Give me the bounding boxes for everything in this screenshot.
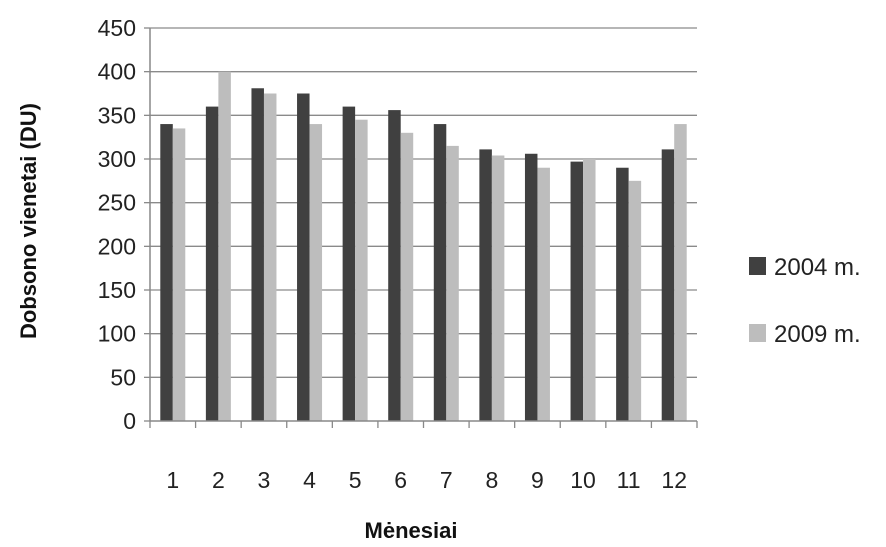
y-tick-label: 150: [98, 277, 136, 303]
y-tick-label: 250: [98, 190, 136, 216]
legend-label: 2004 m.: [774, 254, 861, 281]
y-axis-title: Dobsono vienetai (DU): [16, 103, 41, 339]
bar-series1: [342, 106, 356, 421]
x-axis-ticks: [149, 421, 698, 428]
x-tick-labels: 1 2 3 4 5 6 7 8 9 10 11 12: [166, 467, 687, 493]
x-tick-label: 5: [349, 467, 362, 493]
bar-series2: [355, 119, 368, 421]
bar-series1: [570, 161, 584, 421]
x-tick-label: 9: [531, 467, 544, 493]
bar-series1: [616, 167, 629, 421]
bar-series2: [400, 132, 414, 422]
bar-series1: [388, 110, 401, 422]
x-tick-label: 2: [212, 467, 225, 493]
bar-series1: [160, 124, 173, 422]
x-tick-label: 4: [303, 467, 316, 493]
bar-series1: [524, 153, 538, 421]
x-tick-label: 12: [661, 467, 687, 493]
bar-series2: [537, 167, 550, 421]
y-tick-label: 300: [98, 146, 136, 172]
legend-swatch: [749, 324, 766, 342]
bar-series2: [309, 124, 323, 422]
x-tick-label: 1: [166, 467, 179, 493]
bar-series2: [628, 180, 642, 421]
bar-series2: [491, 155, 505, 422]
legend-label: 2009 m.: [774, 321, 861, 348]
bar-series2: [446, 145, 459, 421]
bar-series2: [172, 128, 186, 421]
bar-series1: [205, 106, 219, 421]
x-tick-label: 7: [440, 467, 453, 493]
bar-series2: [218, 71, 231, 422]
gridlines: [150, 27, 697, 378]
bar-series1: [661, 149, 675, 422]
y-tick-label: 50: [110, 364, 136, 390]
y-tick-label: 0: [123, 408, 136, 434]
bar-series1: [297, 93, 310, 421]
x-tick-label: 6: [394, 467, 407, 493]
bar-series2: [583, 159, 596, 421]
x-tick-label: 11: [617, 467, 641, 493]
x-axis-title: Mėnesiai: [365, 518, 458, 543]
legend-swatch: [749, 257, 766, 275]
bar-series1: [479, 149, 492, 422]
y-tick-label: 350: [98, 102, 136, 128]
y-axis-ticks: [144, 27, 150, 422]
x-tick-label: 8: [485, 467, 498, 493]
bar-series2: [263, 93, 277, 421]
bar-series1: [251, 88, 264, 421]
y-tick-label: 400: [98, 59, 136, 85]
bars: [160, 71, 687, 422]
y-tick-label: 100: [98, 321, 136, 347]
y-tick-label: 450: [98, 15, 136, 41]
bar-series1: [433, 124, 447, 422]
y-tick-label: 200: [98, 233, 136, 259]
x-tick-label: 3: [258, 467, 271, 493]
bar-series2: [674, 124, 687, 422]
y-tick-labels: 0 50 100 150 200 250 300 350 400 450: [98, 15, 136, 434]
legend: 2004 m. 2009 m.: [749, 254, 861, 348]
x-tick-label: 10: [570, 467, 596, 493]
